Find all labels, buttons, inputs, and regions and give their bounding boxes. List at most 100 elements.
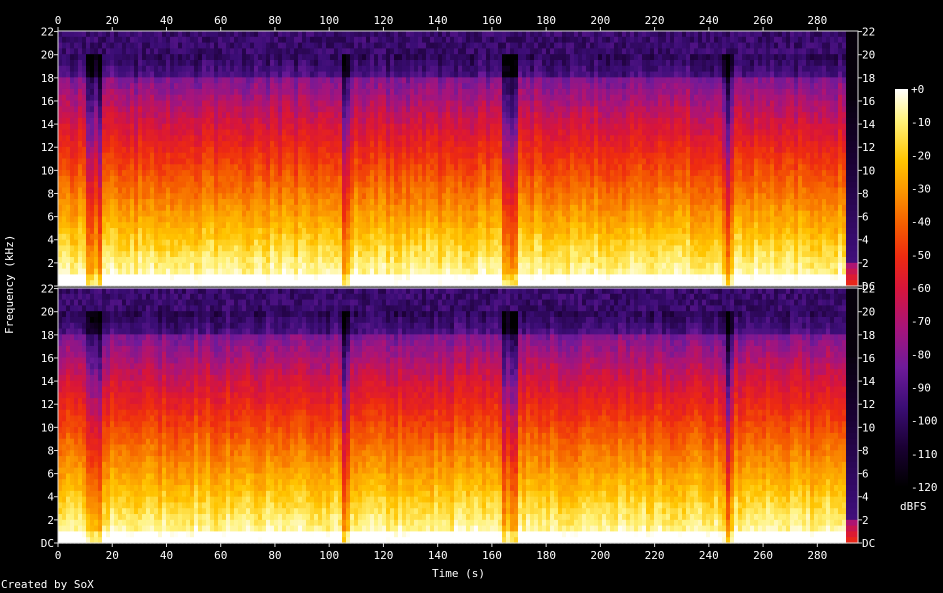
spectrogram-panel-channel-2 — [57, 287, 859, 544]
y-tick-label-right: 12 — [862, 141, 875, 154]
x-tick-label-top: 100 — [319, 14, 339, 27]
y-tick-label-left: 4 — [47, 491, 54, 504]
y-tick-label-left: 8 — [47, 187, 54, 200]
x-tick-label-bottom: 160 — [482, 549, 502, 562]
y-tick-label-left: 18 — [41, 329, 54, 342]
x-tick-label-bottom: 20 — [106, 549, 119, 562]
y-tick-label-right: 14 — [862, 118, 876, 131]
y-tick-label-left: DC — [41, 537, 54, 550]
y-tick-label-right: 10 — [862, 164, 875, 177]
x-tick-label-bottom: 180 — [536, 549, 556, 562]
y-tick-label-right: 8 — [862, 187, 869, 200]
colorbar-tick-label: -100 — [911, 415, 938, 428]
colorbar-tick-label: +0 — [911, 83, 924, 96]
x-tick-label-bottom: 260 — [753, 549, 773, 562]
y-tick-label-left: 4 — [47, 234, 54, 247]
y-tick-label-right: 2 — [862, 257, 869, 270]
colorbar — [895, 89, 908, 487]
y-tick-label-right: 18 — [862, 329, 875, 342]
colorbar-tick-label: -20 — [911, 149, 931, 162]
y-tick-label-right: 10 — [862, 421, 875, 434]
y-tick-label-left: 2 — [47, 514, 54, 527]
x-tick-label-bottom: 140 — [428, 549, 448, 562]
x-tick-label-bottom: 220 — [645, 549, 665, 562]
y-tick-label-right: 4 — [862, 491, 869, 504]
y-tick-label-left: 12 — [41, 398, 54, 411]
y-axis-label: Frequency (kHz) — [3, 234, 16, 334]
colorbar-tick-label: -60 — [911, 282, 931, 295]
x-tick-label-top: 0 — [55, 14, 62, 27]
y-tick-label-left: 16 — [41, 95, 54, 108]
x-tick-label-top: 20 — [106, 14, 119, 27]
colorbar-tick-label: -40 — [911, 216, 931, 229]
y-tick-label-right: 12 — [862, 398, 875, 411]
x-tick-label-top: 220 — [645, 14, 665, 27]
x-tick-label-bottom: 200 — [590, 549, 610, 562]
x-tick-label-top: 280 — [807, 14, 827, 27]
x-tick-label-bottom: 280 — [807, 549, 827, 562]
colorbar-tick-label: -70 — [911, 315, 931, 328]
x-tick-label-bottom: 80 — [268, 549, 281, 562]
x-tick-label-top: 140 — [428, 14, 448, 27]
y-tick-label-right: 14 — [862, 375, 876, 388]
y-tick-label-right: 20 — [862, 306, 875, 319]
y-tick-label-right: 2 — [862, 514, 869, 527]
panel-frame — [57, 287, 859, 544]
y-tick-label-left: 6 — [47, 211, 54, 224]
x-tick-label-bottom: 240 — [699, 549, 719, 562]
x-tick-label-top: 180 — [536, 14, 556, 27]
y-tick-label-right: 6 — [862, 468, 869, 481]
colorbar-tick-label: -90 — [911, 382, 931, 395]
y-tick-label-right: 18 — [862, 72, 875, 85]
x-tick-label-top: 80 — [268, 14, 281, 27]
y-tick-label-left: 10 — [41, 421, 54, 434]
colorbar-tick-label: -30 — [911, 183, 931, 196]
y-tick-label-right: 4 — [862, 234, 869, 247]
y-tick-label-right: 16 — [862, 352, 875, 365]
y-tick-label-left: 16 — [41, 352, 54, 365]
x-tick-label-top: 60 — [214, 14, 227, 27]
y-tick-label-left: 2 — [47, 257, 54, 270]
y-tick-label-left: 20 — [41, 49, 54, 62]
y-tick-label-left: 14 — [41, 375, 55, 388]
x-tick-label-top: 40 — [160, 14, 173, 27]
y-tick-label-left: 14 — [41, 118, 55, 131]
y-tick-label-left: 6 — [47, 468, 54, 481]
panel-frame — [57, 30, 859, 287]
y-tick-label-right: DC — [862, 537, 875, 550]
y-tick-label-right: 8 — [862, 444, 869, 457]
x-tick-label-top: 260 — [753, 14, 773, 27]
y-tick-label-left: 8 — [47, 444, 54, 457]
x-tick-label-top: 240 — [699, 14, 719, 27]
spectrogram-panel-channel-1 — [57, 30, 859, 287]
y-tick-label-left: 10 — [41, 164, 54, 177]
y-tick-label-left: 22 — [41, 283, 54, 296]
y-tick-label-left: 20 — [41, 306, 54, 319]
y-tick-label-right: 6 — [862, 211, 869, 224]
colorbar-unit-label: dBFS — [900, 500, 927, 513]
y-tick-label-left: 12 — [41, 141, 54, 154]
y-tick-label-right: 22 — [862, 283, 875, 296]
colorbar-tick-label: -80 — [911, 348, 931, 361]
credit-label: Created by SoX — [1, 578, 94, 591]
y-tick-label-left: 18 — [41, 72, 54, 85]
y-tick-label-right: 16 — [862, 95, 875, 108]
x-tick-label-top: 200 — [590, 14, 610, 27]
x-tick-label-bottom: 60 — [214, 549, 227, 562]
x-tick-label-top: 120 — [373, 14, 393, 27]
x-tick-label-bottom: 0 — [55, 549, 62, 562]
colorbar-tick-label: -110 — [911, 448, 938, 461]
x-tick-label-bottom: 100 — [319, 549, 339, 562]
x-tick-label-bottom: 40 — [160, 549, 173, 562]
y-tick-label-right: DC — [862, 280, 875, 293]
colorbar-tick-label: -120 — [911, 481, 938, 494]
y-tick-label-right: 20 — [862, 49, 875, 62]
colorbar-tick-label: -50 — [911, 249, 931, 262]
x-axis-label: Time (s) — [432, 567, 485, 580]
x-tick-label-top: 160 — [482, 14, 502, 27]
x-tick-label-bottom: 120 — [373, 549, 393, 562]
y-tick-label-left: 22 — [41, 26, 54, 39]
y-tick-label-right: 22 — [862, 26, 875, 39]
colorbar-tick-label: -10 — [911, 116, 931, 129]
